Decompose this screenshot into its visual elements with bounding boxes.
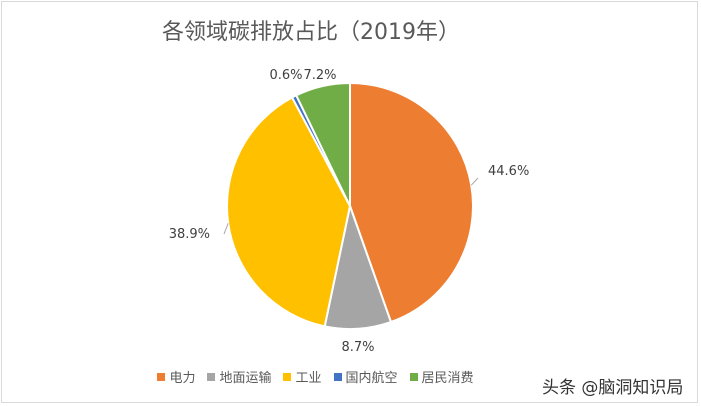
legend-swatch-2 [283,372,292,381]
data-label-3: 0.6% [269,68,302,83]
legend-label-1: 地面运输 [219,371,272,386]
leader-line-0 [470,177,479,186]
legend-swatch-3 [333,372,342,381]
leader-line-2 [223,223,229,235]
legend-label-0: 电力 [169,371,196,386]
legend-item-1: 地面运输 [207,367,271,386]
legend-swatch-1 [207,372,216,381]
legend-swatch-4 [409,372,418,381]
data-label-1: 8.7% [341,340,374,355]
legend-swatch-0 [157,372,166,381]
pie-slice-4 [294,81,351,207]
legend-label-2: 工业 [295,371,322,386]
legend-label-4: 居民消费 [421,371,474,386]
legend-item-3: 国内航空 [333,367,398,386]
data-label-0: 44.6% [488,164,529,179]
chart-title: 各领域碳排放占比（2019年） [162,20,460,45]
legend: 电力 地面运输 工业 国内航空 居民消费 [0,367,701,386]
watermark: 头条 @脑洞知识局 [542,378,684,398]
data-label-4: 7.2% [303,68,336,83]
legend-item-0: 电力 [157,367,195,386]
pie-slice-2 [226,96,352,328]
legend-label-3: 国内航空 [345,371,398,386]
legend-item-2: 工业 [283,367,322,386]
data-label-2: 38.9% [169,227,210,242]
legend-item-4: 居民消费 [409,367,474,386]
